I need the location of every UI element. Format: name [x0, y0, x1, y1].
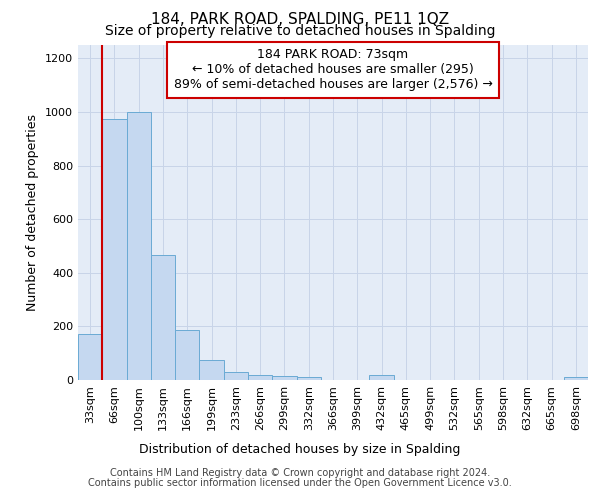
- Bar: [78, 334, 102, 380]
- Bar: [370, 374, 394, 380]
- Bar: [224, 372, 248, 380]
- Text: Contains public sector information licensed under the Open Government Licence v3: Contains public sector information licen…: [88, 478, 512, 488]
- Bar: [199, 360, 224, 380]
- Text: Size of property relative to detached houses in Spalding: Size of property relative to detached ho…: [105, 24, 495, 38]
- Text: Distribution of detached houses by size in Spalding: Distribution of detached houses by size …: [139, 442, 461, 456]
- Bar: [127, 112, 151, 380]
- Bar: [564, 378, 588, 380]
- Bar: [248, 374, 272, 380]
- Bar: [175, 330, 199, 380]
- Bar: [102, 118, 127, 380]
- Text: Contains HM Land Registry data © Crown copyright and database right 2024.: Contains HM Land Registry data © Crown c…: [110, 468, 490, 477]
- Y-axis label: Number of detached properties: Number of detached properties: [26, 114, 40, 311]
- Bar: [151, 256, 175, 380]
- Text: 184 PARK ROAD: 73sqm
← 10% of detached houses are smaller (295)
89% of semi-deta: 184 PARK ROAD: 73sqm ← 10% of detached h…: [173, 48, 493, 92]
- Bar: [296, 378, 321, 380]
- Text: 184, PARK ROAD, SPALDING, PE11 1QZ: 184, PARK ROAD, SPALDING, PE11 1QZ: [151, 12, 449, 28]
- Bar: [272, 376, 296, 380]
